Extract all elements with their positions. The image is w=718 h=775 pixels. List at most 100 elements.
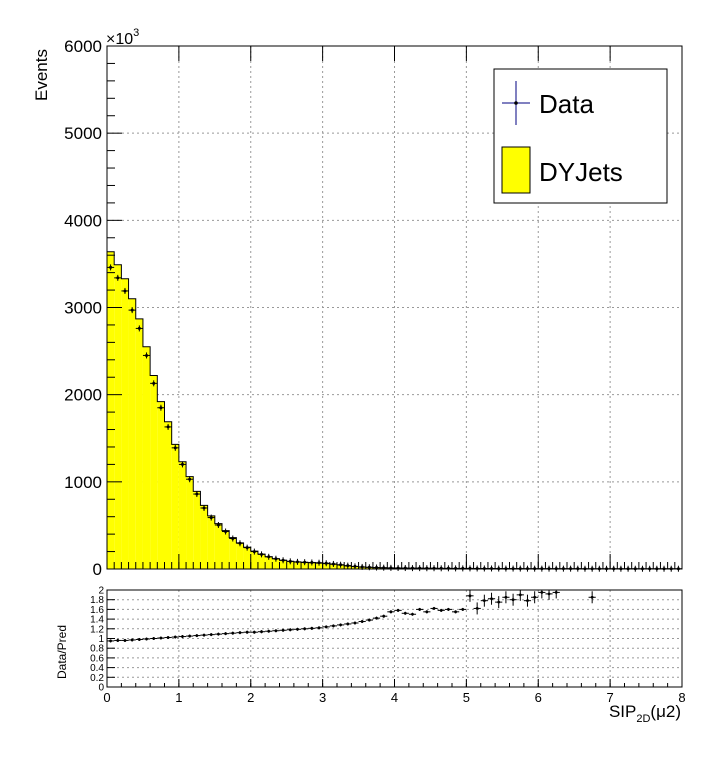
dyjets-bin-bar bbox=[107, 251, 115, 570]
ratio-point-marker bbox=[382, 614, 386, 618]
data-point-marker bbox=[310, 560, 314, 564]
main-plot-frame bbox=[106, 45, 683, 570]
ratio-y-tick-label: 1.4 bbox=[90, 615, 104, 626]
data-point-marker bbox=[137, 326, 141, 330]
ratio-y-tick-label: 0.6 bbox=[90, 653, 104, 664]
ratio-point bbox=[502, 591, 510, 604]
ratio-point-marker bbox=[475, 607, 479, 610]
ratio-point bbox=[236, 631, 244, 635]
ratio-point-marker bbox=[224, 632, 227, 636]
ratio-y-tick-label: 1.2 bbox=[90, 624, 104, 635]
legend-entry-data: Data bbox=[502, 81, 594, 125]
data-point-marker bbox=[360, 565, 364, 569]
ratio-point bbox=[552, 590, 560, 599]
data-point-marker bbox=[209, 516, 213, 520]
dyjets-bin-bar bbox=[150, 375, 158, 569]
ratio-y-tick-label: 1.6 bbox=[90, 605, 104, 616]
ratio-point bbox=[401, 611, 409, 615]
ratio-point bbox=[207, 633, 215, 637]
ratio-point-marker bbox=[137, 638, 141, 641]
ratio-point-marker bbox=[411, 612, 414, 616]
ratio-point bbox=[200, 633, 208, 637]
ratio-point-marker bbox=[166, 636, 170, 639]
ratio-point bbox=[545, 590, 553, 600]
data-point-marker bbox=[130, 308, 134, 312]
ratio-point-marker bbox=[439, 608, 443, 612]
data-point bbox=[229, 535, 237, 542]
dyjets-bin-bar bbox=[301, 562, 309, 569]
main-y-tick-label: 0 bbox=[93, 560, 102, 579]
ratio-point-marker bbox=[195, 634, 199, 637]
ratio-y-tick-label: 0.2 bbox=[90, 673, 104, 684]
ratio-point bbox=[142, 637, 151, 641]
data-point-marker bbox=[123, 289, 127, 293]
ratio-point-marker bbox=[260, 630, 263, 634]
dyjets-bin-bar bbox=[279, 560, 287, 569]
ratio-point bbox=[157, 636, 165, 640]
ratio-point bbox=[229, 631, 237, 635]
ratio-x-tick-label: 1 bbox=[175, 690, 182, 705]
dyjets-bin-bar bbox=[222, 530, 230, 569]
ratio-axes: 00.20.40.60.811.21.41.61.820 1 2 3 4 5 6 7 8 bbox=[90, 586, 686, 706]
ratio-point-marker bbox=[188, 634, 192, 638]
y-multiplier-base: ×10 bbox=[106, 31, 133, 48]
ratio-point-marker bbox=[389, 610, 393, 614]
dyjets-bin-bar bbox=[265, 556, 273, 569]
ratio-point bbox=[171, 635, 179, 639]
ratio-point bbox=[430, 606, 438, 610]
ratio-point bbox=[487, 592, 496, 605]
ratio-point-marker bbox=[353, 621, 357, 625]
ratio-point-marker bbox=[504, 595, 508, 599]
ratio-point-marker bbox=[554, 591, 558, 594]
data-point bbox=[329, 560, 337, 567]
ratio-point-marker bbox=[109, 639, 112, 643]
ratio-point bbox=[588, 591, 596, 604]
main-grid bbox=[107, 46, 682, 569]
ratio-point bbox=[516, 590, 524, 601]
ratio-point bbox=[301, 627, 309, 631]
ratio-point bbox=[315, 626, 323, 630]
data-point-marker bbox=[195, 492, 199, 496]
data-point-marker bbox=[475, 566, 479, 570]
data-point bbox=[164, 423, 172, 430]
dyjets-bin-bar bbox=[243, 547, 251, 569]
dyjets-bin-bar bbox=[200, 505, 208, 569]
ratio-point bbox=[531, 591, 539, 604]
data-point bbox=[337, 561, 345, 568]
ratio-point-marker bbox=[231, 631, 235, 635]
ratio-point bbox=[380, 614, 388, 618]
ratio-point bbox=[452, 610, 460, 614]
dyjets-bin-bar bbox=[236, 542, 244, 569]
ratio-point-marker bbox=[181, 635, 184, 638]
ratio-y-axis-label: Data/Pred bbox=[55, 625, 69, 679]
ratio-point-marker bbox=[346, 622, 350, 626]
data-point bbox=[380, 564, 388, 571]
data-point bbox=[171, 444, 179, 451]
data-point-marker bbox=[202, 506, 206, 510]
data-point-marker bbox=[159, 406, 163, 410]
ratio-point bbox=[473, 602, 481, 615]
data-point-marker bbox=[482, 566, 486, 570]
ratio-point-marker bbox=[468, 594, 472, 598]
ratio-point-marker bbox=[367, 618, 371, 622]
ratio-y-tick-label: 0.4 bbox=[90, 663, 104, 674]
ratio-x-tick-label: 4 bbox=[391, 690, 398, 705]
ratio-x-tick-label: 6 bbox=[535, 690, 542, 705]
ratio-x-tick-label: 8 bbox=[678, 690, 685, 705]
data-point-marker bbox=[303, 560, 307, 564]
dyjets-bin-bar bbox=[207, 515, 215, 569]
ratio-point-marker bbox=[418, 608, 422, 611]
ratio-point-marker bbox=[447, 608, 450, 611]
ratio-grid bbox=[107, 590, 682, 687]
data-point bbox=[250, 548, 258, 555]
data-point-marker bbox=[281, 558, 285, 562]
data-point-marker bbox=[331, 562, 335, 566]
data-point bbox=[121, 287, 129, 294]
data-point bbox=[257, 551, 266, 558]
dyjets-bin-bar bbox=[178, 461, 187, 569]
data-point-marker bbox=[267, 555, 271, 559]
ratio-panel: 00.20.40.60.811.21.41.61.820 1 2 3 4 5 6 7 8 Dat… bbox=[55, 586, 686, 726]
dyjets-bin-bar bbox=[164, 421, 172, 569]
ratio-y-tick-label: 0 bbox=[98, 683, 104, 694]
ratio-point-marker bbox=[245, 630, 249, 634]
